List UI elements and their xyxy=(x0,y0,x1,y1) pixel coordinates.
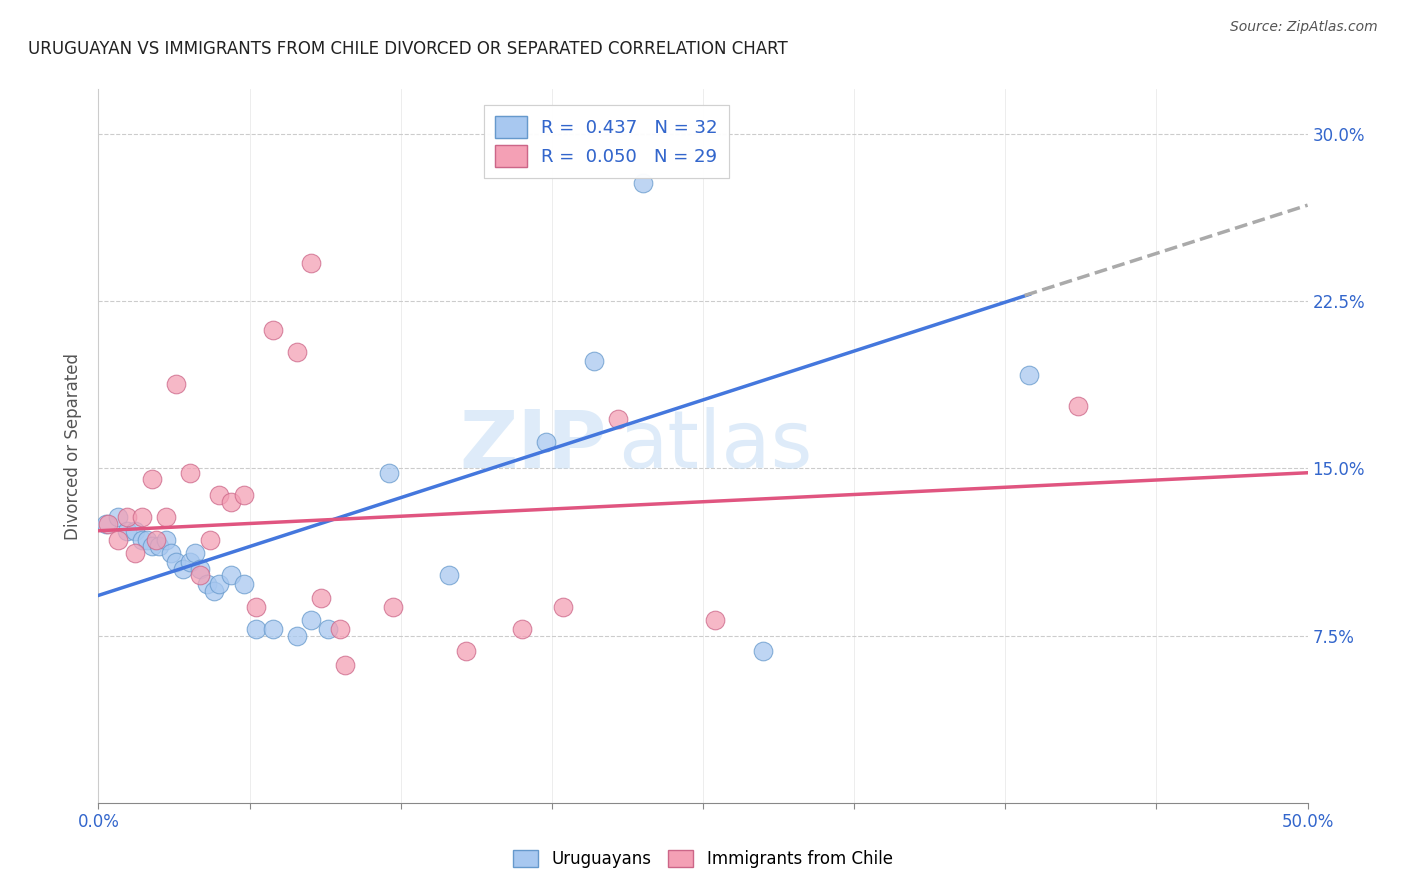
Point xyxy=(551,599,574,614)
Point xyxy=(607,412,630,426)
Point xyxy=(165,376,187,391)
Legend: R =  0.437   N = 32, R =  0.050   N = 29: R = 0.437 N = 32, R = 0.050 N = 29 xyxy=(484,105,728,178)
Point xyxy=(752,644,775,658)
Point xyxy=(148,539,170,553)
Point xyxy=(583,354,606,368)
Point xyxy=(285,628,308,642)
Point xyxy=(131,510,153,524)
Point xyxy=(155,533,177,547)
Point xyxy=(94,517,117,532)
Point xyxy=(97,517,120,532)
Y-axis label: Divorced or Separated: Divorced or Separated xyxy=(65,352,83,540)
Point xyxy=(141,539,163,553)
Point xyxy=(179,555,201,569)
Point xyxy=(316,622,339,636)
Point xyxy=(117,524,139,538)
Point xyxy=(262,323,284,337)
Text: Source: ZipAtlas.com: Source: ZipAtlas.com xyxy=(1230,20,1378,34)
Point xyxy=(195,577,218,591)
Point xyxy=(1067,399,1090,413)
Point xyxy=(188,562,211,576)
Point xyxy=(107,533,129,547)
Point xyxy=(107,510,129,524)
Point xyxy=(124,524,146,538)
Point xyxy=(382,599,405,614)
Point xyxy=(534,434,557,449)
Point xyxy=(285,345,308,359)
Point xyxy=(117,510,139,524)
Point xyxy=(329,622,352,636)
Text: ZIP: ZIP xyxy=(458,407,606,485)
Point xyxy=(208,488,231,502)
Point xyxy=(184,546,207,560)
Point xyxy=(309,591,332,605)
Point xyxy=(179,466,201,480)
Point xyxy=(262,622,284,636)
Point xyxy=(299,613,322,627)
Point xyxy=(141,473,163,487)
Point xyxy=(198,533,221,547)
Point xyxy=(208,577,231,591)
Text: URUGUAYAN VS IMMIGRANTS FROM CHILE DIVORCED OR SEPARATED CORRELATION CHART: URUGUAYAN VS IMMIGRANTS FROM CHILE DIVOR… xyxy=(28,40,787,58)
Point xyxy=(1018,368,1040,382)
Point xyxy=(145,533,167,547)
Point xyxy=(155,510,177,524)
Point xyxy=(221,568,243,582)
Point xyxy=(160,546,183,560)
Point xyxy=(333,657,356,672)
Point xyxy=(245,599,267,614)
Point xyxy=(377,466,399,480)
Point xyxy=(299,256,322,270)
Point xyxy=(631,176,654,190)
Point xyxy=(704,613,727,627)
Point xyxy=(165,555,187,569)
Point xyxy=(510,622,533,636)
Point xyxy=(124,546,146,560)
Point xyxy=(135,533,157,547)
Point xyxy=(204,583,226,598)
Point xyxy=(232,488,254,502)
Point xyxy=(221,494,243,508)
Text: atlas: atlas xyxy=(619,407,813,485)
Legend: Uruguayans, Immigrants from Chile: Uruguayans, Immigrants from Chile xyxy=(506,843,900,875)
Point xyxy=(454,644,477,658)
Point xyxy=(232,577,254,591)
Point xyxy=(437,568,460,582)
Point xyxy=(131,533,153,547)
Point xyxy=(245,622,267,636)
Point xyxy=(188,568,211,582)
Point xyxy=(172,562,194,576)
